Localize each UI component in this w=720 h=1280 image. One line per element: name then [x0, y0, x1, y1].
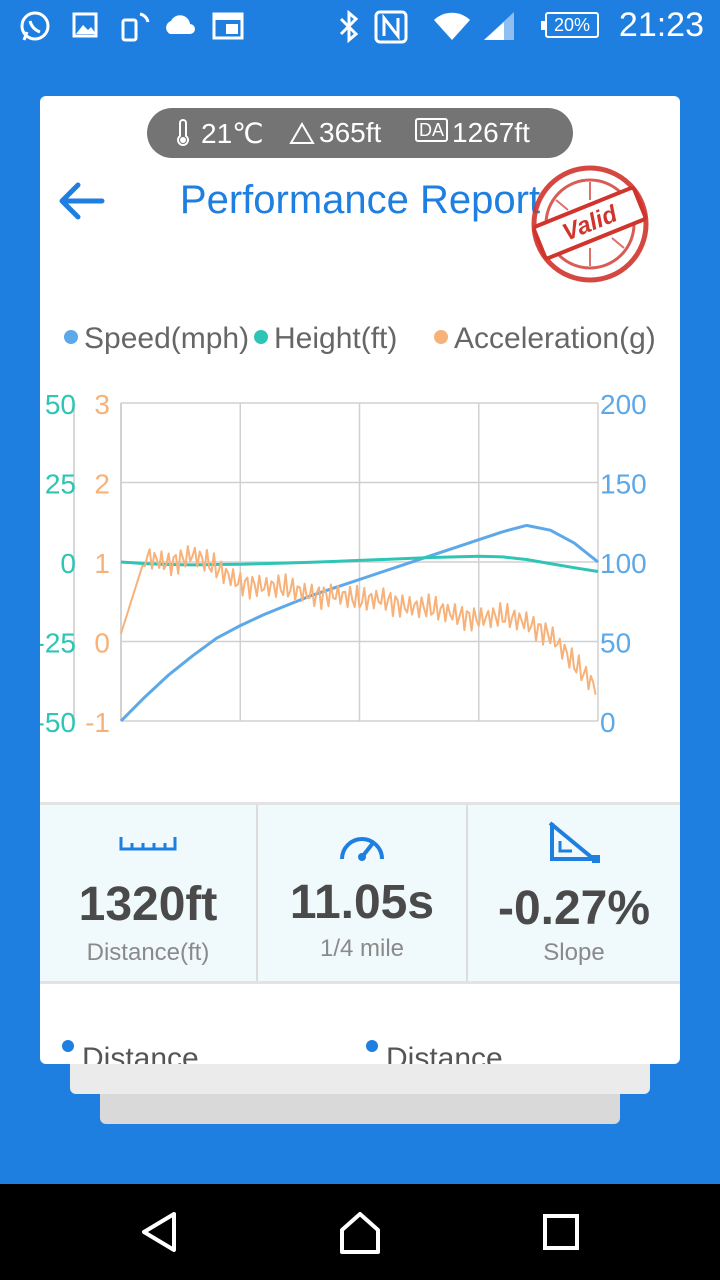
tick-label-speed: 150 — [600, 469, 647, 500]
bluetooth-icon — [339, 10, 359, 44]
report-card: 21℃ 365ft DA 1267ft Performance Report V… — [40, 96, 680, 1064]
bottom-label-right: Distance — [366, 1040, 503, 1064]
bottom-label-right-text: Distance — [386, 1042, 503, 1064]
tick-label-acceleration: 1 — [94, 548, 110, 579]
wifi-icon — [434, 12, 470, 40]
stat-distance-value: 1320ft — [78, 878, 218, 931]
stat-distance-label: Distance(ft) — [86, 939, 210, 966]
stats-panel: 1320ft Distance(ft) 11.05s 1/4 mile -0.2… — [40, 802, 680, 984]
altitude-item: 365ft — [289, 117, 382, 148]
legend-acceleration-dot — [434, 330, 448, 344]
tick-label-height: -50 — [40, 707, 76, 738]
stat-quarter-mile-label: 1/4 mile — [319, 935, 405, 962]
tick-label-speed: 100 — [600, 548, 647, 579]
recents-nav-icon[interactable] — [540, 1208, 582, 1256]
stat-slope: -0.27% Slope — [468, 805, 680, 981]
calendar-icon — [212, 12, 244, 40]
slope-icon — [548, 821, 600, 863]
whatsapp-icon — [20, 11, 50, 41]
series-speed-line — [119, 523, 599, 723]
legend-height-label: Height(ft) — [274, 322, 398, 355]
legend-speed-dot — [64, 330, 78, 344]
ruler-icon — [119, 837, 177, 851]
tick-label-speed: 0 — [600, 707, 616, 738]
bottom-label-left: Distance — [62, 1040, 199, 1064]
page-title: Performance Report — [179, 178, 541, 222]
series-height-line — [120, 554, 599, 573]
home-nav-icon[interactable] — [336, 1208, 384, 1256]
stat-divider — [466, 805, 468, 981]
speedometer-icon — [340, 837, 384, 861]
phone-rotate-icon — [121, 12, 150, 42]
battery-indicator: 20% — [541, 12, 599, 38]
tick-label-speed: 200 — [600, 389, 647, 420]
da-badge: DA — [415, 118, 449, 142]
stat-distance: 1320ft Distance(ft) — [40, 805, 256, 981]
altitude-value: 365ft — [319, 117, 382, 148]
tick-label-acceleration: 3 — [94, 389, 110, 420]
nfc-icon — [374, 10, 408, 44]
image-icon — [72, 12, 98, 38]
bullet-dot — [366, 1040, 378, 1052]
tick-label-speed: 50 — [600, 628, 631, 659]
bullet-dot — [62, 1040, 74, 1052]
density-altitude-item: DA 1267ft — [415, 117, 530, 148]
valid-stamp-icon: Valid — [531, 165, 649, 283]
stat-slope-label: Slope — [543, 939, 605, 966]
navigation-bar — [0, 1184, 720, 1280]
stat-quarter-mile: 11.05s 1/4 mile — [258, 805, 466, 981]
chart-legend: Speed(mph) Height(ft) Acceleration(g) — [60, 322, 680, 362]
tick-label-height: 0 — [60, 548, 76, 579]
temperature-value: 21℃ — [201, 117, 264, 149]
legend-height: Height(ft) — [254, 322, 397, 356]
legend-speed: Speed(mph) — [64, 322, 249, 356]
density-altitude-value: 1267ft — [452, 117, 530, 148]
legend-acceleration-label: Acceleration(g) — [454, 322, 656, 355]
thermometer-icon — [177, 119, 189, 146]
signal-icon — [484, 12, 514, 40]
bottom-label-left-text: Distance — [82, 1042, 199, 1064]
legend-speed-label: Speed(mph) — [84, 322, 250, 355]
series-acceleration-line — [120, 545, 597, 695]
stat-slope-value: -0.27% — [497, 882, 651, 935]
stat-quarter-mile-value: 11.05s — [289, 876, 435, 929]
conditions-pill: 21℃ 365ft DA 1267ft — [147, 108, 573, 158]
tick-label-acceleration: 0 — [94, 628, 110, 659]
cloud-icon — [166, 15, 195, 34]
tick-label-acceleration: -1 — [85, 707, 110, 738]
legend-height-dot — [254, 330, 268, 344]
tick-label-height: 25 — [45, 469, 76, 500]
tick-label-acceleration: 2 — [94, 469, 110, 500]
status-bar: 20% 21:23 — [0, 0, 720, 52]
clock: 21:23 — [618, 6, 704, 44]
temperature-item: 21℃ — [175, 117, 264, 149]
mountain-icon — [289, 122, 315, 144]
legend-acceleration: Acceleration(g) — [434, 322, 656, 356]
back-nav-icon[interactable] — [136, 1208, 184, 1256]
tick-label-height: -25 — [40, 628, 76, 659]
tick-label-height: 50 — [45, 389, 76, 420]
stat-divider — [256, 805, 258, 981]
back-arrow-icon[interactable] — [54, 174, 108, 228]
